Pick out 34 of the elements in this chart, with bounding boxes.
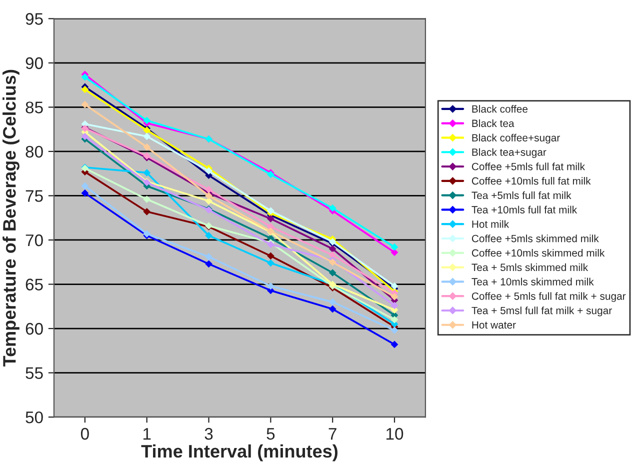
y-tick-label: 55 xyxy=(26,367,43,380)
x-axis-title: Time Interval (minutes) xyxy=(141,444,338,462)
y-tick-label: 80 xyxy=(26,146,43,158)
legend-label: Coffee +10mls skimmed milk xyxy=(472,248,605,257)
legend-label: Black coffee xyxy=(472,105,528,113)
legend-label: Black coffee+sugar xyxy=(472,134,560,144)
legend-label: Coffee +5mls full fat milk xyxy=(472,162,586,170)
legend-label: Coffee +10mls full fat milk xyxy=(472,177,591,185)
legend-label: Black tea+sugar xyxy=(472,148,546,158)
x-tick-label: 5 xyxy=(266,428,275,440)
legend-label: Coffee + 5mls full fat milk + sugar xyxy=(472,292,626,302)
y-axis-title: Temperature of Beverage (Celcius) xyxy=(2,70,20,366)
y-tick-label: 70 xyxy=(26,234,43,246)
y-tick-label: 85 xyxy=(26,102,43,114)
legend-label: Hot water xyxy=(472,321,516,329)
legend-label: Tea +5mls full fat milk xyxy=(472,191,572,200)
legend-label: Tea + 5mls skimmed milk xyxy=(472,263,588,272)
x-tick-label: 7 xyxy=(328,428,336,440)
legend-label: Tea +10mls full fat milk xyxy=(472,206,578,214)
y-tick-label: 50 xyxy=(26,411,43,424)
y-tick-label: 90 xyxy=(26,57,43,70)
legend-label: Black tea xyxy=(472,119,514,128)
x-tick-label: 10 xyxy=(386,428,404,440)
legend-label: Tea + 5msl full fat milk + sugar xyxy=(472,306,612,316)
x-tick-label: 1 xyxy=(143,428,151,440)
legend-label: Tea + 10mls skimmed milk xyxy=(472,278,594,286)
y-tick-label: 75 xyxy=(26,190,43,202)
x-tick-label: 3 xyxy=(204,428,213,440)
legend-label: Coffee +5mls skimmed milk xyxy=(472,234,599,242)
x-tick-label: 0 xyxy=(80,428,89,440)
y-tick-label: 60 xyxy=(26,322,43,335)
y-tick-label: 95 xyxy=(26,13,43,25)
legend-label: Hot milk xyxy=(472,220,510,228)
y-tick-label: 65 xyxy=(26,278,43,290)
